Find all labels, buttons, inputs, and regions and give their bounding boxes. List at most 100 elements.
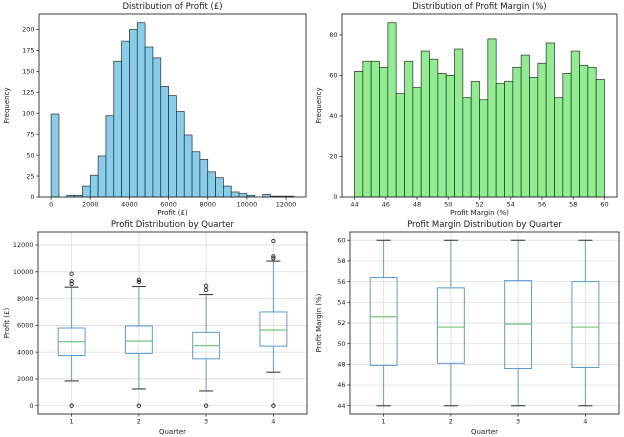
outlier-marker <box>203 403 209 408</box>
outlier-marker <box>136 279 142 284</box>
profit-margin-histogram-svg: 44 46 48 50 52 54 56 58 60 0 20 40 60 80 Distribution … <box>315 2 618 217</box>
y-tick-label: 60 <box>337 236 345 244</box>
outlier-marker <box>203 287 209 293</box>
x-tick-label: 4000 <box>121 201 138 209</box>
histogram-bar <box>160 86 169 198</box>
x-tick-label: 58 <box>569 201 577 209</box>
y-tick-label: 12000 <box>13 241 34 249</box>
histogram-bar <box>215 177 224 198</box>
x-tick-label: 2 <box>137 418 141 426</box>
chart-profit-margin-boxplot-by-quarter: 1 2 3 4 44 46 48 50 52 54 56 58 60 Profit Margin Dist… <box>312 218 624 437</box>
box-plot <box>369 239 398 407</box>
y-tick-label: 125 <box>22 88 34 96</box>
histogram-bar <box>183 134 193 198</box>
histogram-bar <box>595 79 605 198</box>
box-plot <box>436 239 465 407</box>
histogram-bar <box>230 191 240 198</box>
box-plot <box>571 239 600 407</box>
histogram-bar <box>113 60 122 198</box>
histogram-bar <box>144 46 154 198</box>
chart-title: Distribution of Profit (£) <box>122 2 222 12</box>
chart-title: Profit Margin Distribution by Quarter <box>407 220 562 230</box>
x-tick-label: 46 <box>382 201 390 209</box>
iqr-box <box>124 325 153 354</box>
axes-frame <box>37 231 308 415</box>
y-tick-label: 8000 <box>17 295 34 303</box>
x-tick-label: 10000 <box>237 201 258 209</box>
histogram-bar <box>223 185 232 198</box>
histogram-bar <box>437 73 447 198</box>
x-tick-label: 3 <box>204 418 208 426</box>
outlier-marker <box>271 403 276 408</box>
iqr-box <box>259 311 288 347</box>
box-plot <box>192 283 221 408</box>
chart-profit-boxplot-by-quarter: 1 2 3 4 0 2000 4000 6000 8000 10000 12000 Profit Di… <box>0 218 312 437</box>
profit-histogram-svg: 0 2000 4000 6000 8000 10000 12000 0 25 50 75 100 125… <box>3 2 307 217</box>
x-axis-label: Quarter <box>471 428 498 436</box>
histogram-bar <box>462 97 472 198</box>
x-axis: 1 2 3 4 <box>382 414 587 426</box>
histogram-bar <box>412 87 422 198</box>
x-axis: 1 2 3 4 <box>70 414 275 426</box>
x-tick-label: 4 <box>271 418 275 426</box>
x-tick-label: 8000 <box>199 201 216 209</box>
histogram-bar <box>168 95 177 198</box>
y-tick-label: 40 <box>329 112 337 120</box>
box-plots <box>57 238 288 408</box>
y-tick-label: 75 <box>26 130 34 138</box>
histogram-bar <box>445 75 455 198</box>
histogram-bar <box>129 29 138 198</box>
histogram-bars <box>50 22 295 198</box>
histogram-bar <box>176 111 185 198</box>
chart-profit-margin-histogram: 44 46 48 50 52 54 56 58 60 0 20 40 60 80 Distribution … <box>312 0 624 218</box>
histogram-bar <box>89 174 99 198</box>
histogram-bar <box>420 50 430 198</box>
x-tick-label: 2 <box>449 418 453 426</box>
chart-title: Distribution of Profit Margin (%) <box>412 2 547 12</box>
outlier-marker <box>203 283 209 288</box>
histogram-bar <box>82 185 91 198</box>
x-tick-label: 50 <box>444 201 452 209</box>
x-axis: 0 2000 4000 6000 8000 10000 12000 <box>49 197 296 209</box>
outlier-marker <box>69 281 74 286</box>
box-plot <box>57 271 86 408</box>
histogram-bar <box>454 48 464 198</box>
histogram-bars <box>354 22 605 198</box>
y-tick-label: 150 <box>22 68 34 76</box>
histogram-bar <box>554 97 564 198</box>
y-tick-label: 46 <box>337 381 345 389</box>
y-tick-label: 50 <box>337 340 345 348</box>
grid-lines <box>350 232 619 414</box>
y-axis-label: Profit (£) <box>3 308 11 339</box>
histogram-bar <box>379 66 389 198</box>
histogram-bar <box>354 71 364 198</box>
x-tick-label: 44 <box>350 201 358 209</box>
x-tick-label: 12000 <box>276 201 297 209</box>
y-tick-label: 0 <box>30 193 34 201</box>
iqr-box <box>571 281 600 368</box>
histogram-bar <box>562 73 572 198</box>
iqr-box <box>504 280 533 369</box>
grid-lines <box>38 232 307 414</box>
y-tick-label: 0 <box>29 402 33 410</box>
x-tick-label: 6000 <box>160 201 177 209</box>
y-axis-label: Profit Margin (%) <box>315 293 323 352</box>
outlier-marker <box>271 256 276 261</box>
histogram-bar <box>487 38 497 198</box>
y-axis: 44 46 48 50 52 54 56 58 60 <box>337 236 350 410</box>
outlier-marker <box>69 403 74 408</box>
y-tick-label: 52 <box>337 319 345 327</box>
x-tick-label: 56 <box>538 201 546 209</box>
chart-profit-histogram: 0 2000 4000 6000 8000 10000 12000 0 25 50 75 100 125… <box>0 0 312 218</box>
iqr-box <box>369 277 398 366</box>
outlier-marker <box>69 271 74 276</box>
x-axis: 44 46 48 50 52 54 56 58 60 <box>350 197 609 209</box>
x-axis-label: Profit (£) <box>157 209 188 217</box>
x-tick-label: 1 <box>70 418 74 426</box>
chart-title: Profit Distribution by Quarter <box>111 220 235 230</box>
box-plots <box>369 239 600 407</box>
histogram-bar <box>362 60 372 198</box>
histogram-bar <box>529 77 539 198</box>
